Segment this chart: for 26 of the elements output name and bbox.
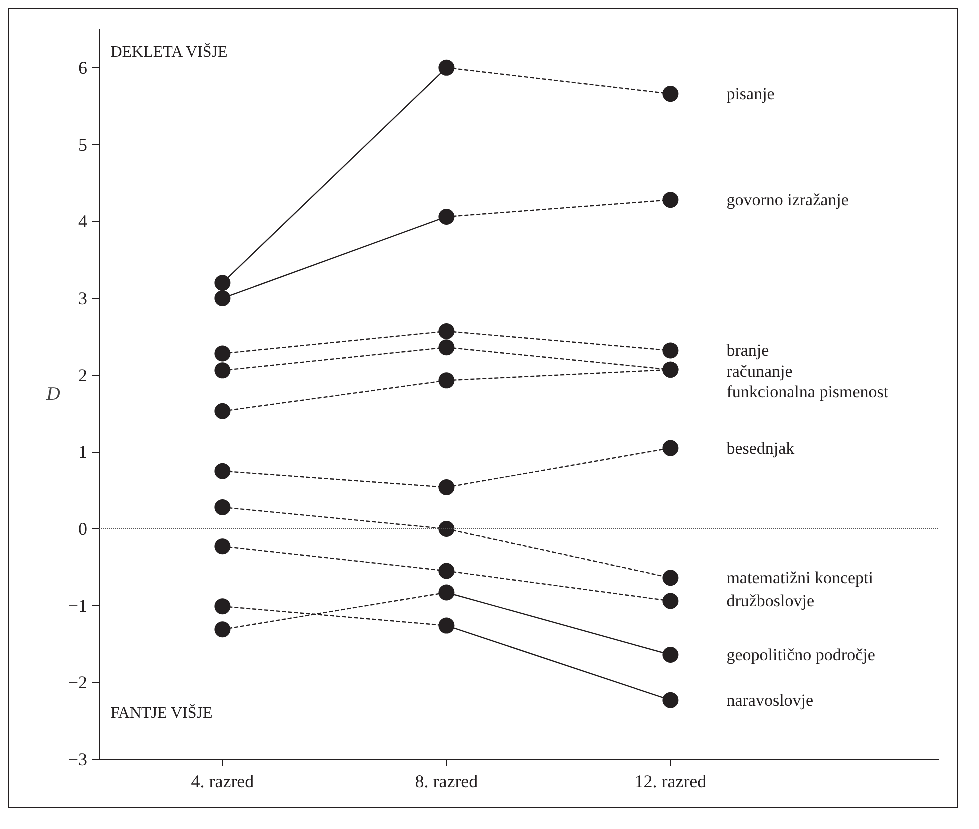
y-axis-title: D xyxy=(46,384,61,405)
y-tick-label: 0 xyxy=(78,518,88,539)
annotation: DEKLETA VIŠJE xyxy=(110,43,228,62)
text: govorno izražanje xyxy=(726,190,849,210)
y-tick-label: 3 xyxy=(78,288,88,308)
y-tick-label: 6 xyxy=(78,58,88,78)
x-tick-label: 8. razred xyxy=(415,772,478,792)
text: matematižni koncepti xyxy=(726,568,874,588)
text: besednjak xyxy=(726,438,796,458)
y-tick-label: 5 xyxy=(78,134,88,155)
y-tick-label: 2 xyxy=(78,365,88,386)
x-tick-label: 12. razred xyxy=(634,772,707,792)
x-tick-label: 4. razred xyxy=(191,772,254,792)
y-tick-label: −1 xyxy=(68,596,88,616)
text: branje xyxy=(726,341,770,360)
y-tick-label: −3 xyxy=(68,750,88,770)
text: funkcionalna pismenost xyxy=(726,382,889,402)
text: družboslovje xyxy=(726,592,815,611)
text: pisanje xyxy=(726,84,775,104)
y-tick-label: 4 xyxy=(78,212,88,232)
y-tick-label: 1 xyxy=(78,442,88,462)
text: naravoslovje xyxy=(726,690,814,710)
text: računanje xyxy=(726,362,793,381)
annotation: FANTJE VIŠJE xyxy=(110,704,213,722)
y-tick-label: −2 xyxy=(68,672,88,693)
text: geopolitično področje xyxy=(726,645,876,664)
